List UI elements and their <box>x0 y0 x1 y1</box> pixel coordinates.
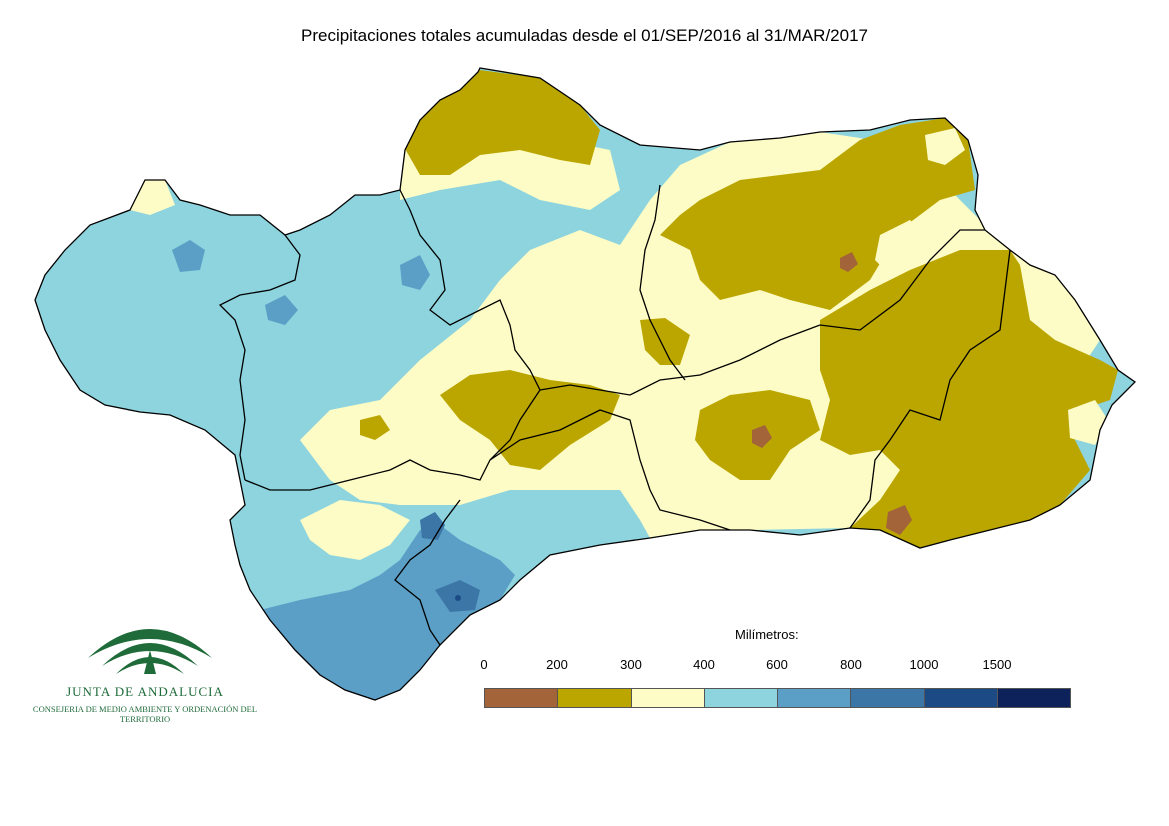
logo-arc-outer-icon <box>88 629 212 658</box>
zone-1000-1500-peak <box>455 595 461 601</box>
zone-200-300-patch-1 <box>640 318 690 365</box>
legend-tick: 600 <box>766 657 788 672</box>
boundary-granada-almeria <box>849 249 1011 529</box>
legend-tick: 400 <box>693 657 715 672</box>
legend-swatch-1 <box>558 689 632 707</box>
zone-lt200-jaen <box>840 252 858 272</box>
logo-name: JUNTA DE ANDALUCIA <box>66 684 224 699</box>
legend-swatch-7 <box>997 689 1070 707</box>
legend-swatch-0 <box>485 689 559 707</box>
legend-swatch-5 <box>851 689 925 707</box>
zone-300-400-almeria-coast <box>1068 400 1108 445</box>
boundary-huelva-sevilla <box>218 234 301 481</box>
legend-tick: 200 <box>546 657 568 672</box>
boundary-sevilla-cadiz <box>244 459 491 491</box>
logo-tower-icon <box>144 650 156 674</box>
zone-300-400-almeria-hole <box>1025 262 1090 340</box>
junta-andalucia-logo <box>88 629 212 674</box>
legend-tick: 1500 <box>982 657 1012 672</box>
zone-600-800-sierra <box>400 255 430 290</box>
legend-tick: 300 <box>620 657 642 672</box>
zone-300-400-jaen-hole <box>875 220 930 275</box>
zone-300-400-jaen-ne <box>925 128 965 165</box>
legend-swatch-4 <box>778 689 852 707</box>
zone-600-800-huelva <box>172 240 205 272</box>
boundary-jaen-granada <box>819 229 985 331</box>
boundary-cadiz-malaga <box>394 499 461 646</box>
zone-600-800-sevilla <box>265 295 298 325</box>
logo-arc-inner-icon <box>116 657 184 674</box>
zone-200-300-jaen <box>660 118 975 310</box>
zone-800-1000-grazalema <box>420 512 445 540</box>
boundary-cordoba-granada <box>539 324 821 396</box>
legend-swatch-2 <box>631 689 705 707</box>
zone-300-400-south-cadiz <box>300 500 410 560</box>
zone-200-300-granada-almeria <box>820 250 1118 548</box>
legend-tick: 800 <box>840 657 862 672</box>
boundary-cordoba-jaen <box>639 184 686 381</box>
legend-title: Milímetros: <box>735 627 799 642</box>
zone-lt200-almeria <box>886 505 912 535</box>
zone-200-300-malaga-north <box>440 370 620 470</box>
logo-subtitle: CONSEJERIA DE MEDIO AMBIENTE Y ORDENACIÓ… <box>32 704 258 724</box>
province-boundaries <box>34 67 1136 701</box>
legend-tick: 1000 <box>909 657 939 672</box>
boundary-sevilla-cordoba <box>399 189 541 461</box>
legend-color-scale <box>484 688 1071 708</box>
logo-arc-middle-icon <box>102 643 198 666</box>
legend-swatch-3 <box>704 689 778 707</box>
boundary-malaga-granada <box>489 409 731 531</box>
map-title: Precipitaciones totales acumuladas desde… <box>300 26 869 45</box>
legend-swatch-6 <box>924 689 998 707</box>
zone-200-300-cordoba-north <box>400 70 600 175</box>
zone-600-800-cadiz-malaga <box>260 525 515 700</box>
legend-tick: 0 <box>480 657 488 672</box>
zone-lt200-granada <box>752 425 772 448</box>
zone-200-300-patch-2 <box>360 415 390 440</box>
